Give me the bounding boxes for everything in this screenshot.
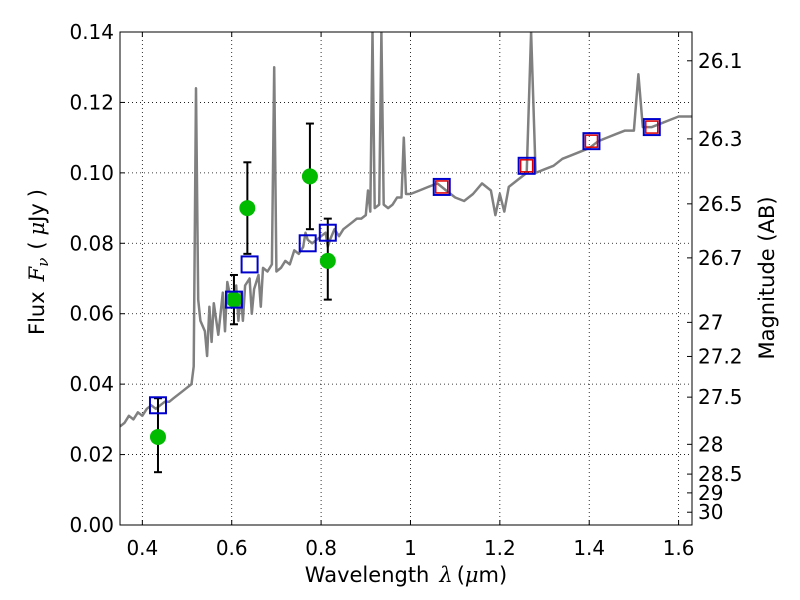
red-model-point: [519, 159, 534, 173]
y-tick-label: 0.08: [69, 231, 114, 255]
y2-tick-label: 27.5: [698, 385, 743, 409]
model-point: [432, 177, 451, 196]
observed-point: [301, 168, 318, 185]
y-tick-label: 0.14: [69, 20, 114, 44]
x-tick-label: 1.6: [663, 536, 695, 560]
y2-tick-label: 26.3: [698, 127, 743, 151]
grid: [120, 31, 692, 526]
y2-tick-label: 29: [698, 481, 723, 505]
y2-tick-label: 28.5: [698, 462, 743, 486]
y-tick-label: 0.00: [69, 513, 114, 537]
red-model-point: [645, 120, 659, 134]
x-tick-label: 1.2: [484, 536, 516, 560]
model-point: [517, 156, 536, 175]
y-tick-label: 0.04: [69, 372, 114, 396]
model-point: [642, 118, 661, 137]
plot-frame: [119, 31, 693, 526]
y2-tick-label: 28: [698, 432, 723, 456]
model-point: [240, 255, 259, 274]
model-point: [148, 396, 167, 415]
red-model-point: [584, 134, 599, 148]
x-tick-label: 1: [404, 536, 417, 560]
observed-point: [319, 252, 336, 269]
y-tick-label: 0.02: [69, 443, 114, 467]
plot-area: [120, 32, 692, 474]
x-tick-label: 0.4: [126, 536, 158, 560]
model-point: [318, 223, 337, 242]
y-tick-label: 0.06: [69, 302, 114, 326]
y2-tick-label: 30: [698, 500, 723, 524]
y2-tick-label: 26.5: [698, 192, 743, 216]
model-point: [224, 290, 243, 309]
observed-point: [225, 291, 242, 308]
x-tick-label: 0.8: [305, 536, 337, 560]
spectrum-line: [120, 32, 692, 428]
y2-axis-label: Magnitude (AB): [755, 196, 779, 359]
model-point: [298, 234, 317, 253]
x-axis-label: Wavelength λ (μm): [305, 563, 507, 587]
y2-tick-label: 27.2: [698, 344, 743, 368]
ticks: 0.4 0.6 0.8 1 1.2 1.4 1.6 0.00 0.02 0.04 0.06 0.08 0…: [69, 20, 742, 560]
observed-point: [239, 200, 256, 217]
red-model-point: [435, 180, 449, 194]
y2-tick-label: 26.1: [698, 49, 743, 73]
x-tick-label: 0.6: [216, 536, 248, 560]
y-tick-label: 0.12: [69, 90, 114, 114]
model-point: [582, 132, 601, 151]
y-tick-label: 0.10: [69, 161, 114, 185]
y2-tick-label: 26.7: [698, 246, 743, 270]
observed-point: [149, 428, 166, 445]
y-axis-label: FluxFν(μJy): [25, 189, 52, 335]
y2-tick-label: 27: [698, 310, 723, 334]
x-tick-label: 1.4: [573, 536, 605, 560]
